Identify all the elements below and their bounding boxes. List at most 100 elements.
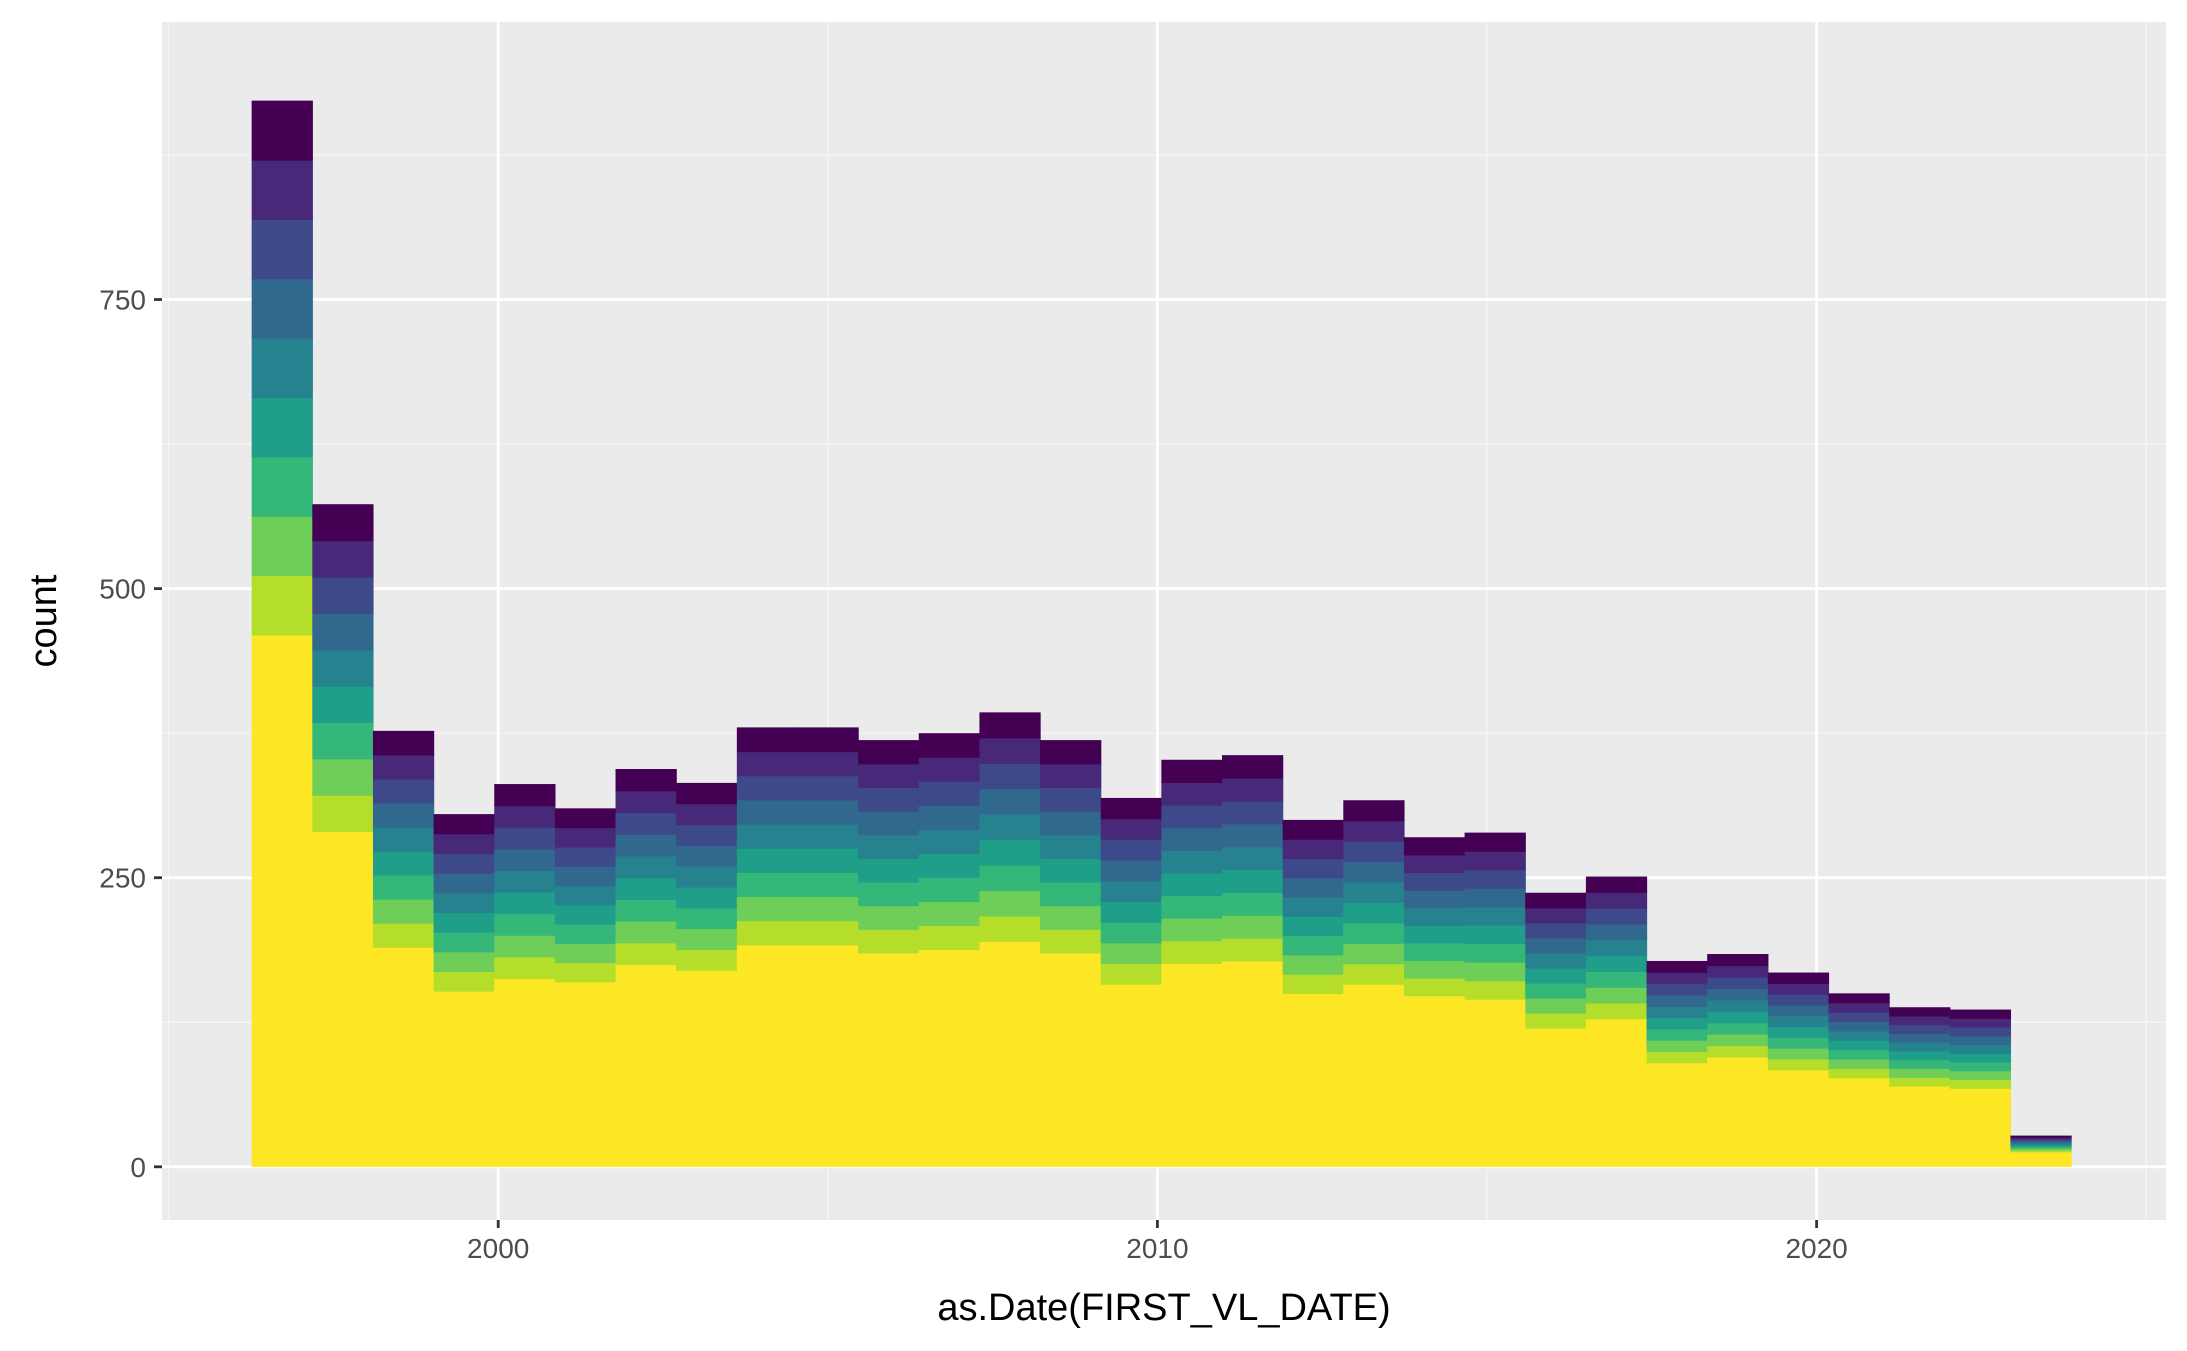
bin-segment — [736, 896, 799, 922]
bin-segment — [251, 397, 313, 458]
bin-segment — [918, 901, 981, 926]
bin-segment — [858, 763, 920, 788]
bin-segment — [251, 575, 313, 636]
bin-segment — [1343, 841, 1405, 863]
bin-segment — [312, 758, 374, 796]
bin-segment — [1282, 877, 1344, 898]
bin-segment — [1464, 869, 1526, 889]
bin-segment — [979, 864, 1041, 892]
histogram-bin — [494, 784, 556, 1167]
bin-segment — [372, 802, 435, 828]
bin-segment — [1828, 1049, 1890, 1060]
bin-segment — [1222, 915, 1284, 939]
bin-segment — [1282, 935, 1344, 956]
bin-segment — [736, 920, 799, 946]
bin-segment — [1222, 823, 1284, 848]
bin-segment — [979, 839, 1041, 866]
bin-segment — [1767, 1037, 1830, 1049]
bin-segment — [1585, 1002, 1648, 1020]
y-tick-label: 750 — [99, 285, 146, 316]
bin-segment — [1282, 916, 1344, 937]
bin-segment — [615, 942, 677, 966]
histogram-bin — [1889, 1007, 1951, 1167]
bin-segment — [858, 952, 920, 1167]
bin-segment — [2010, 1151, 2072, 1167]
bin-segment — [1889, 1050, 1951, 1061]
histogram-bin — [312, 504, 374, 1167]
bin-segment — [1707, 1011, 1769, 1024]
bin-segment — [1464, 925, 1526, 945]
bin-segment — [1343, 800, 1405, 822]
bin-segment — [858, 905, 920, 930]
histogram-bin — [1161, 759, 1223, 1167]
bin-segment — [1100, 797, 1162, 820]
bin-segment — [1646, 1040, 1708, 1053]
bin-segment — [1646, 972, 1708, 985]
bin-segment — [736, 775, 799, 801]
bin-segment — [1040, 740, 1102, 765]
histogram-bin — [1282, 819, 1344, 1167]
bin-segment — [918, 757, 981, 782]
bin-segment — [615, 812, 677, 835]
bin-segment — [797, 775, 859, 801]
bin-segment — [797, 896, 859, 922]
bin-segment — [1525, 922, 1587, 939]
bin-segment — [433, 833, 495, 855]
bin-segment — [1767, 1026, 1830, 1038]
bin-segment — [1161, 759, 1223, 783]
bin-segment — [1525, 952, 1587, 969]
bin-segment — [979, 915, 1041, 942]
histogram-bin — [797, 727, 859, 1167]
bin-segment — [251, 338, 313, 399]
bin-segment — [433, 873, 495, 894]
bin-segment — [676, 907, 738, 930]
bin-segment — [979, 814, 1041, 841]
bin-segment — [1585, 939, 1648, 957]
bin-segment — [1222, 778, 1284, 802]
bin-segment — [858, 929, 920, 954]
bin-segment — [1161, 963, 1223, 1167]
bin-segment — [1161, 782, 1223, 806]
bin-segment — [1585, 923, 1648, 941]
bin-segment — [1525, 967, 1587, 984]
bin-segment — [251, 278, 313, 339]
bin-segment — [918, 925, 981, 951]
bin-segment — [1040, 834, 1102, 859]
bin-segment — [1282, 839, 1344, 860]
bin-segment — [1949, 1061, 2012, 1072]
bin-segment — [918, 733, 981, 758]
histogram-bin — [1100, 797, 1162, 1167]
bin-segment — [615, 790, 677, 814]
bin-segment — [676, 928, 738, 951]
bin-segment — [494, 891, 556, 915]
bin-segment — [1889, 1085, 1951, 1167]
bin-segment — [736, 872, 799, 898]
bin-segment — [554, 981, 617, 1167]
bin-segment — [1161, 827, 1223, 851]
bin-segment — [1707, 965, 1769, 978]
bin-segment — [1767, 972, 1830, 984]
bin-segment — [1100, 839, 1162, 861]
bin-segment — [433, 991, 495, 1167]
bin-segment — [1949, 1070, 2012, 1081]
bin-segment — [1767, 1015, 1830, 1028]
bin-segment — [1949, 1079, 2012, 1089]
bin-segment — [1161, 918, 1223, 942]
bin-segment — [1585, 892, 1648, 909]
bin-segment — [1161, 872, 1223, 897]
bin-segment — [1828, 1002, 1890, 1013]
bin-segment — [1889, 1024, 1951, 1035]
bin-segment — [797, 848, 859, 873]
bin-segment — [858, 858, 920, 883]
bin-segment — [1889, 1068, 1951, 1078]
bin-segment — [615, 877, 677, 900]
bin-segment — [797, 751, 859, 777]
bin-segment — [1525, 907, 1587, 924]
bin-segment — [554, 808, 617, 829]
histogram-bin — [858, 740, 920, 1167]
bin-segment — [858, 834, 920, 859]
bin-segment — [615, 921, 677, 944]
bin-segment — [312, 686, 374, 723]
bin-segment — [1767, 1004, 1830, 1017]
